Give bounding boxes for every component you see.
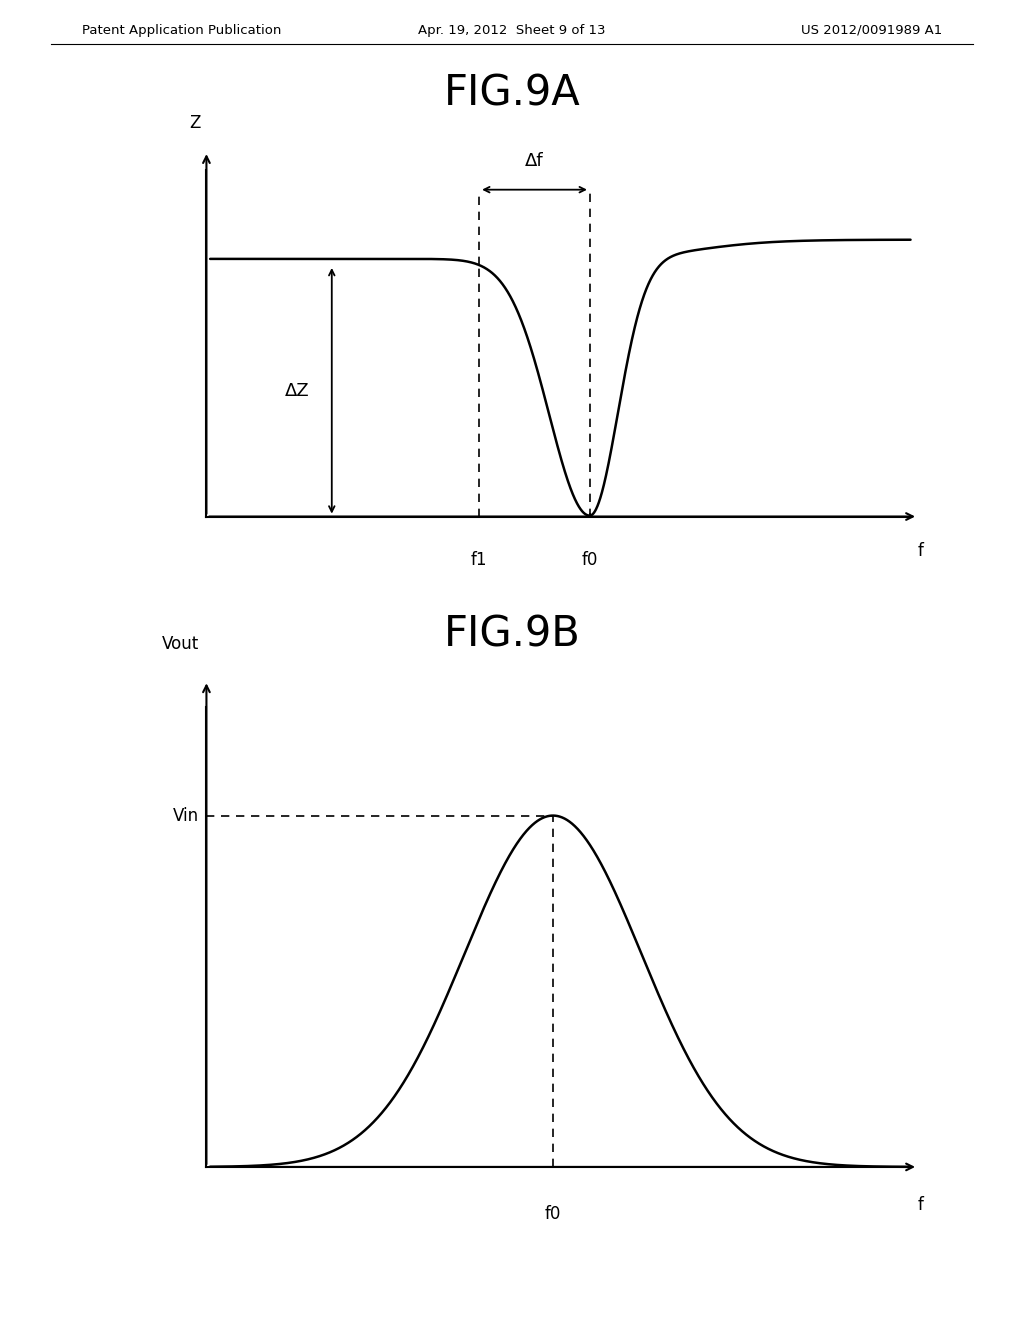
Text: FIG.9A: FIG.9A (443, 73, 581, 115)
Text: f1: f1 (471, 552, 487, 569)
Text: FIG.9B: FIG.9B (443, 614, 581, 656)
Text: f: f (918, 1196, 924, 1214)
Text: Vout: Vout (162, 635, 199, 653)
Text: Patent Application Publication: Patent Application Publication (82, 24, 282, 37)
Text: Vin: Vin (173, 807, 199, 825)
Text: Apr. 19, 2012  Sheet 9 of 13: Apr. 19, 2012 Sheet 9 of 13 (418, 24, 606, 37)
Text: f0: f0 (545, 1205, 561, 1222)
Text: f0: f0 (582, 552, 598, 569)
Text: Z: Z (189, 114, 201, 132)
Text: Δf: Δf (525, 152, 544, 170)
Text: ΔZ: ΔZ (285, 381, 309, 400)
Text: US 2012/0091989 A1: US 2012/0091989 A1 (801, 24, 942, 37)
Text: f: f (918, 543, 924, 560)
